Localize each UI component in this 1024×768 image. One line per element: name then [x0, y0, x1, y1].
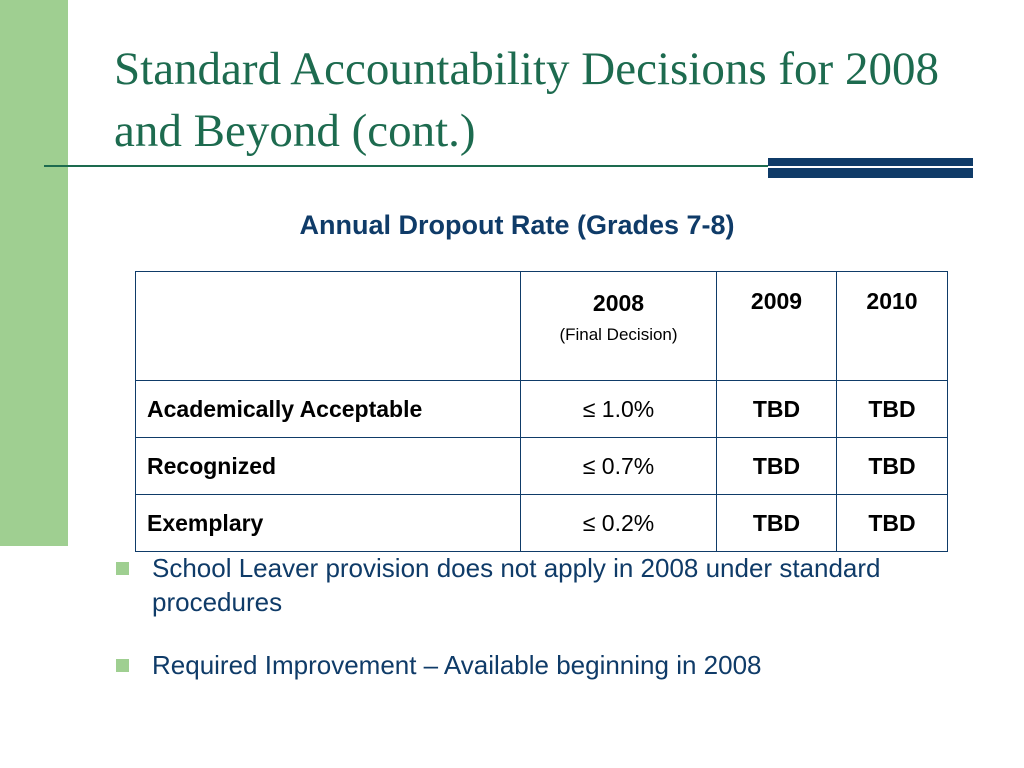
left-decor-bar — [0, 0, 68, 546]
cell-2008: ≤ 1.0% — [520, 380, 717, 438]
header-2008-note: (Final Decision) — [559, 325, 678, 344]
cell-2010: TBD — [836, 437, 948, 495]
bullet-list: School Leaver provision does not apply i… — [116, 551, 956, 711]
cell-2009: TBD — [716, 437, 837, 495]
square-bullet-icon — [116, 659, 129, 672]
table-subtitle: Annual Dropout Rate (Grades 7-8) — [299, 210, 735, 240]
header-2008: 2008 (Final Decision) — [520, 271, 717, 381]
row-label-exemplary: Exemplary — [135, 494, 521, 552]
header-2009: 2009 — [716, 271, 837, 381]
table-row: Recognized ≤ 0.7% TBD TBD — [135, 437, 948, 495]
header-2010: 2010 — [836, 271, 948, 381]
cell-2008: ≤ 0.2% — [520, 494, 717, 552]
square-bullet-icon — [116, 562, 129, 575]
bullet-item: Required Improvement – Available beginni… — [116, 648, 956, 682]
bullet-text: Required Improvement – Available beginni… — [152, 650, 762, 680]
table-header-row: 2008 (Final Decision) 2009 2010 — [135, 271, 948, 381]
cell-2010: TBD — [836, 494, 948, 552]
dropout-rate-table: 2008 (Final Decision) 2009 2010 Academic… — [135, 271, 948, 552]
cell-2009: TBD — [716, 494, 837, 552]
table-row: Exemplary ≤ 0.2% TBD TBD — [135, 494, 948, 552]
title-underline — [44, 165, 774, 167]
table-row: Academically Acceptable ≤ 1.0% TBD TBD — [135, 380, 948, 438]
cell-2009: TBD — [716, 380, 837, 438]
bullet-text: School Leaver provision does not apply i… — [152, 553, 881, 617]
header-2008-label: 2008 — [592, 290, 645, 316]
row-label-academically-acceptable: Academically Acceptable — [135, 380, 521, 438]
header-empty-cell — [135, 271, 521, 381]
cell-2008: ≤ 0.7% — [520, 437, 717, 495]
cell-2010: TBD — [836, 380, 948, 438]
title-accent-bar — [768, 158, 973, 178]
row-label-recognized: Recognized — [135, 437, 521, 495]
bullet-item: School Leaver provision does not apply i… — [116, 551, 956, 619]
slide-title: Standard Accountability Decisions for 20… — [114, 43, 939, 157]
